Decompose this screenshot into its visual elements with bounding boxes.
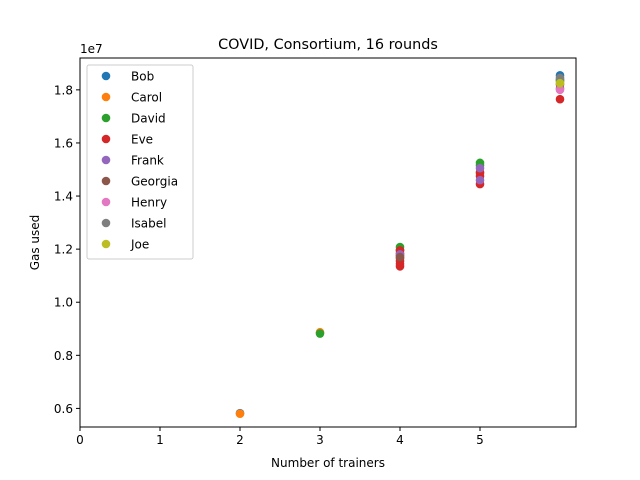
y-axis-multiplier: 1e7 bbox=[80, 42, 103, 56]
legend-label-henry: Henry bbox=[131, 196, 167, 210]
data-point-frank-2 bbox=[475, 175, 485, 185]
legend: Bob Carol David Eve Frank Georgia Henry Isabel J… bbox=[86, 64, 194, 260]
data-points bbox=[235, 70, 565, 419]
x-tick-label: 5 bbox=[476, 433, 484, 447]
legend-marker-bob bbox=[101, 71, 111, 81]
data-point-henry-0 bbox=[555, 85, 565, 95]
x-tick-label: 0 bbox=[76, 433, 84, 447]
legend-label-joe: Joe bbox=[130, 238, 149, 252]
data-point-david-0 bbox=[315, 329, 325, 338]
data-point-eve-6 bbox=[395, 262, 405, 271]
x-tick-label: 4 bbox=[396, 433, 404, 447]
x-axis-label: Number of trainers bbox=[271, 456, 385, 470]
x-tick-label: 1 bbox=[156, 433, 164, 447]
legend-label-carol: Carol bbox=[131, 91, 162, 105]
y-tick-label: 0.8 bbox=[54, 349, 73, 363]
y-tick-label: 1.0 bbox=[54, 296, 73, 310]
plot-area-frame bbox=[79, 57, 577, 428]
y-axis-label: Gas used bbox=[28, 215, 42, 271]
data-point-carol-0 bbox=[235, 409, 245, 419]
legend-label-bob: Bob bbox=[131, 70, 154, 84]
y-tick-label: 1.4 bbox=[54, 190, 73, 204]
legend-marker-david bbox=[101, 113, 111, 123]
data-point-georgia-0 bbox=[395, 252, 405, 262]
y-axis-ticks: 0.6 0.8 1.0 1.2 1.4 1.6 1.8 bbox=[54, 83, 80, 416]
legend-marker-joe bbox=[101, 239, 111, 249]
legend-label-frank: Frank bbox=[131, 154, 164, 168]
legend-marker-eve bbox=[101, 134, 111, 144]
legend-label-georgia: Georgia bbox=[131, 175, 178, 189]
data-point-frank-1 bbox=[475, 163, 485, 173]
legend-marker-carol bbox=[101, 92, 111, 102]
x-tick-label: 2 bbox=[236, 433, 244, 447]
legend-marker-georgia bbox=[101, 176, 111, 186]
y-tick-label: 1.2 bbox=[54, 243, 73, 257]
y-tick-label: 0.6 bbox=[54, 402, 73, 416]
legend-label-eve: Eve bbox=[131, 133, 153, 147]
x-axis-ticks: 0 1 2 3 4 5 bbox=[76, 427, 484, 447]
legend-marker-isabel bbox=[101, 218, 111, 228]
legend-marker-henry bbox=[101, 197, 111, 207]
legend-label-isabel: Isabel bbox=[131, 217, 166, 231]
y-tick-label: 1.6 bbox=[54, 136, 73, 150]
legend-frame bbox=[86, 64, 194, 260]
legend-label-david: David bbox=[131, 112, 166, 126]
y-tick-label: 1.8 bbox=[54, 83, 73, 97]
chart-title: COVID, Consortium, 16 rounds bbox=[218, 37, 438, 53]
x-tick-label: 3 bbox=[316, 433, 324, 447]
legend-marker-frank bbox=[101, 155, 111, 165]
data-point-joe-0 bbox=[555, 78, 565, 88]
data-point-eve-10 bbox=[555, 94, 565, 104]
